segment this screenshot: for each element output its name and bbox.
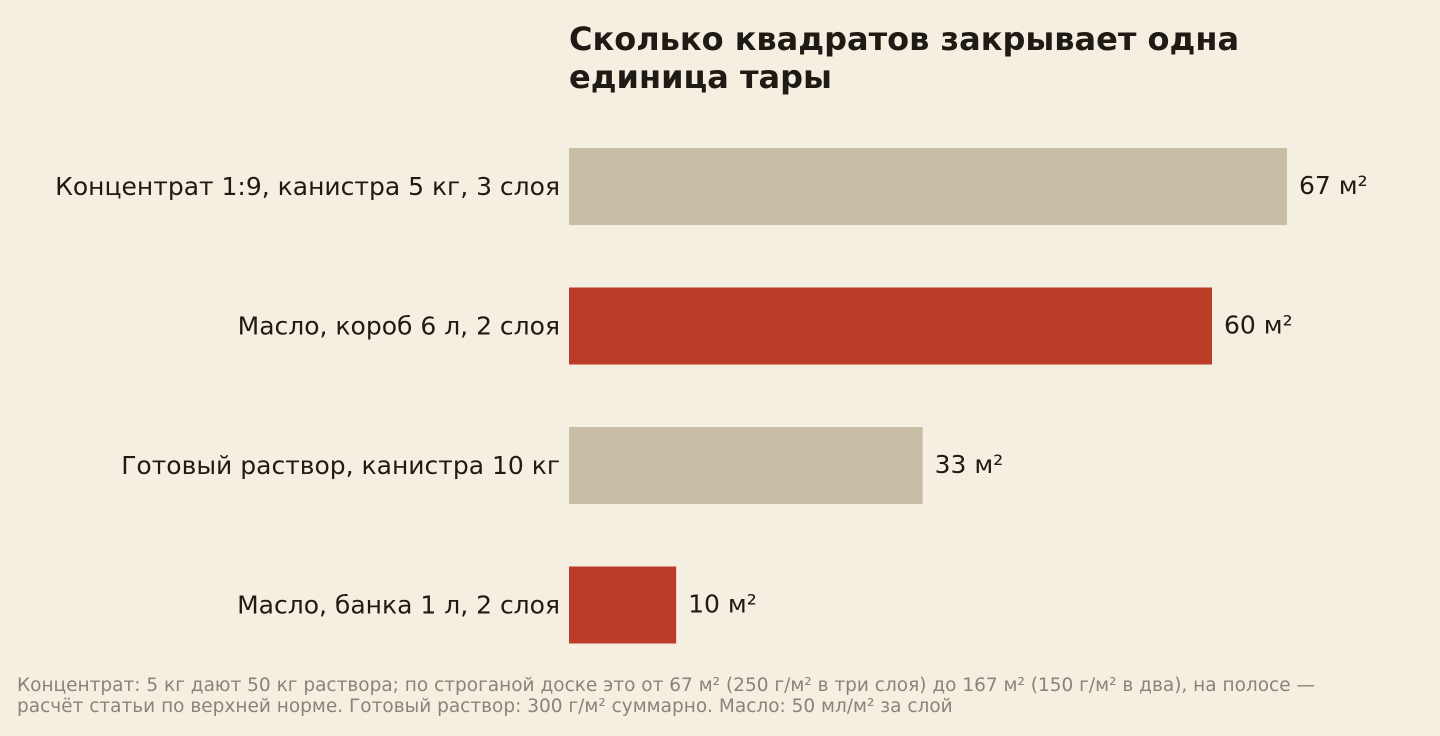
- bar-chart: Концентрат 1:9, канистра 5 кг, 3 слоя 67 …: [55, 148, 1368, 644]
- chart-title: Сколько квадратов закрывает одна единица…: [569, 20, 1240, 96]
- footnote-line-2: расчёт статьи по верхней норме. Готовый …: [17, 696, 953, 717]
- category-label: Масло, короб 6 л, 2 слоя: [238, 312, 560, 341]
- value-label: 33 м²: [935, 450, 1004, 479]
- category-label: Готовый раствор, канистра 10 кг: [121, 451, 560, 480]
- bar: [569, 148, 1287, 225]
- value-label: 60 м²: [1224, 311, 1293, 340]
- bar: [569, 566, 677, 644]
- value-label: 67 м²: [1299, 171, 1368, 200]
- bar: [569, 427, 923, 504]
- value-label: 10 м²: [688, 590, 757, 619]
- footnote-line-1: Концентрат: 5 кг дают 50 кг раствора; по…: [17, 675, 1315, 696]
- category-label: Концентрат 1:9, канистра 5 кг, 3 слоя: [55, 172, 560, 201]
- category-label: Масло, банка 1 л, 2 слоя: [237, 591, 560, 620]
- footnote: Концентрат: 5 кг дают 50 кг раствора; по…: [17, 675, 1432, 717]
- bar: [569, 287, 1212, 365]
